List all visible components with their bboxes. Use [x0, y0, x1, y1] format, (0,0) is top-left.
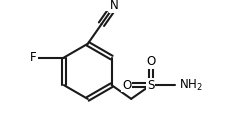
Text: F: F: [30, 51, 37, 64]
Text: O: O: [146, 55, 155, 68]
Text: NH$_2$: NH$_2$: [179, 78, 203, 93]
Text: N: N: [109, 0, 118, 12]
Text: S: S: [147, 79, 154, 92]
Text: O: O: [122, 79, 132, 92]
